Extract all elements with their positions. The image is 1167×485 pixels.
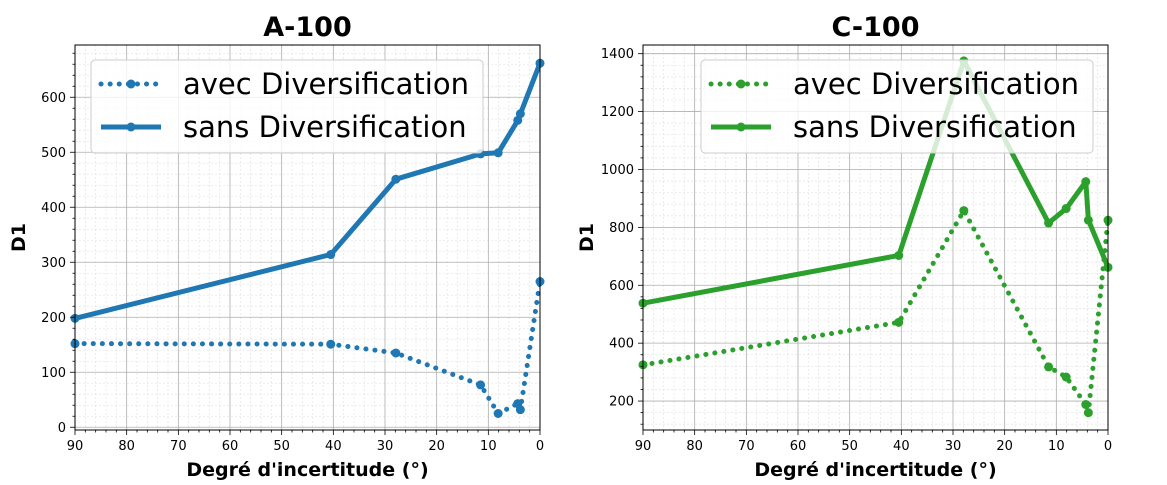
x-tick-label: 20: [428, 439, 445, 454]
y-tick-label: 500: [41, 146, 66, 161]
y-tick-label: 300: [41, 256, 66, 271]
x-axis-title: Degré d'incertitude (°): [754, 459, 996, 481]
legend-marker-1: [736, 122, 746, 132]
data-point-1-4: [1061, 204, 1071, 214]
y-tick-label: 1000: [601, 163, 634, 178]
y-axis-title: D1: [576, 223, 598, 252]
data-point-0-6: [515, 405, 525, 415]
y-tick-label: 1200: [601, 105, 634, 120]
data-point-0-1: [894, 317, 904, 327]
y-tick-label: 400: [41, 201, 66, 216]
x-tick-label: 40: [325, 439, 342, 454]
legend-marker-0: [736, 79, 746, 89]
legend-label-1: sans Diversification: [793, 110, 1077, 144]
data-point-0-6: [1083, 408, 1093, 418]
data-point-1-2: [391, 174, 401, 184]
legend-label-1: sans Diversification: [183, 110, 467, 144]
data-point-0-4: [493, 409, 503, 418]
data-point-0-4: [1061, 372, 1071, 382]
legend-box: [90, 59, 484, 154]
data-point-0-5: [1081, 400, 1091, 410]
x-axis-title: Degré d'incertitude (°): [186, 459, 428, 481]
data-point-1-6: [515, 109, 525, 119]
y-tick-label: 100: [41, 366, 66, 381]
plot-frame: [74, 44, 541, 431]
legend-marker-0: [126, 79, 136, 89]
data-point-0-3: [476, 380, 486, 390]
x-tick-label: 80: [118, 439, 135, 454]
x-tick-label: 60: [790, 439, 807, 454]
chart-0: 90 80 70 60 50 40 30 20 10 00100200300400500600A-…: [8, 12, 545, 481]
x-tick-label: 60: [222, 439, 239, 454]
x-tick-label: 70: [170, 439, 187, 454]
data-point-1-6: [1083, 215, 1093, 225]
legend-box: [700, 59, 1094, 154]
series-line-1: [642, 58, 1111, 306]
y-tick-label: 200: [41, 311, 66, 326]
y-axis-title: D1: [8, 223, 30, 252]
x-tick-label: 70: [738, 439, 755, 454]
x-tick-label: 10: [1048, 439, 1065, 454]
legend: avec Diversification sans Diversification: [90, 59, 484, 154]
chart-title: C-100: [831, 12, 919, 43]
data-point-1-4: [493, 148, 503, 158]
y-tick-label: 0: [58, 421, 66, 436]
data-point-0-2: [959, 206, 969, 216]
data-point-1-1: [326, 250, 336, 260]
legend-marker-1: [126, 122, 136, 132]
y-tick-label: 1400: [601, 47, 634, 62]
chart-title: A-100: [263, 12, 351, 43]
x-tick-label: 90: [67, 439, 84, 454]
x-tick-label: 30: [945, 439, 962, 454]
legend: avec Diversification sans Diversification: [700, 59, 1094, 154]
y-tick-label: 600: [609, 279, 634, 294]
x-tick-label: 30: [377, 439, 394, 454]
data-point-0-2: [391, 348, 401, 358]
y-tick-label: 600: [41, 91, 66, 106]
x-tick-label: 20: [996, 439, 1013, 454]
y-tick-label: 400: [609, 337, 634, 352]
x-tick-label: 10: [480, 439, 497, 454]
legend-label-0: avec Diversification: [793, 67, 1079, 101]
data-point-0-3: [1044, 362, 1054, 372]
x-tick-label: 40: [893, 439, 910, 454]
x-tick-label: 90: [635, 439, 652, 454]
data-point-1-5: [1081, 177, 1091, 187]
series-line-0: [640, 208, 1111, 416]
data-point-1-1: [894, 250, 904, 260]
y-tick-label: 200: [609, 395, 634, 410]
x-tick-label: 50: [841, 439, 858, 454]
legend-label-0: avec Diversification: [183, 67, 469, 101]
data-point-0-1: [326, 339, 336, 349]
y-tick-label: 800: [609, 221, 634, 236]
x-tick-label: 80: [686, 439, 703, 454]
x-tick-label: 0: [1104, 439, 1112, 454]
x-tick-label: 50: [273, 439, 290, 454]
plot-frame: [642, 44, 1109, 431]
x-tick-label: 0: [536, 439, 544, 454]
chart-1: 90 80 70 60 50 40 30 20 10 0 200 400 600 800 1000 1200 1…: [576, 12, 1113, 481]
data-point-1-3: [1044, 218, 1054, 228]
